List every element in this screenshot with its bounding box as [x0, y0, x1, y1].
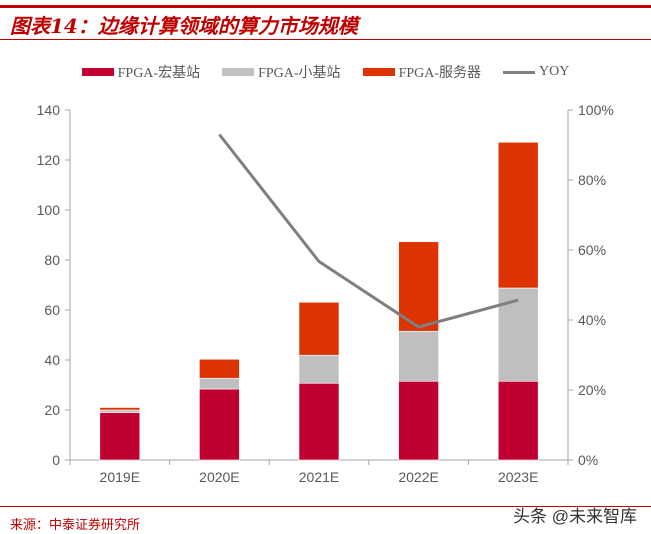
bar-segment — [497, 141, 539, 289]
bar-segment — [99, 412, 141, 461]
legend-swatch — [503, 70, 536, 74]
bar-segment — [398, 380, 439, 461]
bar-segment — [497, 380, 539, 461]
left-tick-label: 120 — [37, 152, 61, 168]
legend: FPGA-宏基站 FPGA-小基站 FPGA-服务器 YOY — [0, 62, 651, 82]
bar-segment — [398, 330, 439, 382]
right-tick-label: 0% — [578, 452, 598, 468]
legend-label: FPGA-小基站 — [258, 66, 341, 81]
watermark: 头条 @未来智库 — [513, 507, 637, 526]
legend-item: FPGA-小基站 — [222, 62, 341, 82]
x-tick-label: 2021E — [299, 469, 339, 485]
bar-segment — [298, 354, 340, 384]
bar-segment — [99, 407, 141, 411]
bar-segment — [497, 287, 539, 382]
legend-item: FPGA-宏基站 — [81, 62, 201, 82]
right-tick-label: 80% — [578, 172, 606, 188]
left-tick-label: 20 — [44, 402, 60, 418]
bar-segment — [99, 409, 141, 413]
left-tick-label: 60 — [44, 302, 60, 318]
bar-segment — [398, 241, 439, 332]
legend-swatch — [222, 68, 255, 76]
yoy-line — [218, 133, 519, 329]
bar-segment — [298, 301, 340, 356]
x-tick-label: 2023E — [498, 469, 538, 485]
x-tick-label: 2019E — [100, 469, 140, 485]
right-tick-label: 40% — [578, 312, 606, 328]
bar-segment — [199, 358, 240, 379]
left-tick-label: 80 — [44, 252, 60, 268]
top-rule — [0, 5, 651, 8]
bar-segment — [199, 388, 240, 461]
left-tick-label: 40 — [44, 352, 60, 368]
right-tick-label: 20% — [578, 382, 606, 398]
right-tick-label: 60% — [578, 242, 606, 258]
bar-segment — [298, 382, 340, 461]
legend-item: FPGA-服务器 — [362, 62, 482, 82]
source-note: 来源：中泰证券研究所 — [10, 518, 141, 533]
x-tick-label: 2020E — [199, 469, 239, 485]
right-tick-label: 100% — [578, 102, 614, 118]
x-tick-label: 2022E — [398, 469, 438, 485]
legend-label: FPGA-服务器 — [398, 66, 482, 81]
title-rule — [0, 39, 651, 40]
legend-swatch — [362, 68, 395, 76]
bar-segment — [199, 377, 240, 390]
left-tick-label: 140 — [37, 102, 61, 118]
left-tick-label: 100 — [37, 202, 61, 218]
legend-label: FPGA-宏基站 — [117, 66, 201, 81]
bottom-rule — [0, 506, 651, 507]
left-tick-label: 0 — [52, 452, 60, 468]
legend-item: YOY — [503, 62, 569, 82]
figure-title: 图表14：边缘计算领域的算力市场规模 — [10, 14, 358, 38]
legend-label: YOY — [539, 64, 570, 79]
legend-swatch — [81, 68, 114, 76]
